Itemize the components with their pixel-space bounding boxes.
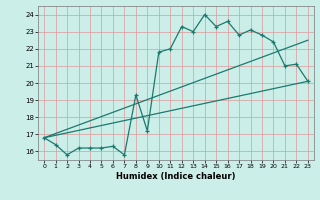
X-axis label: Humidex (Indice chaleur): Humidex (Indice chaleur): [116, 172, 236, 181]
